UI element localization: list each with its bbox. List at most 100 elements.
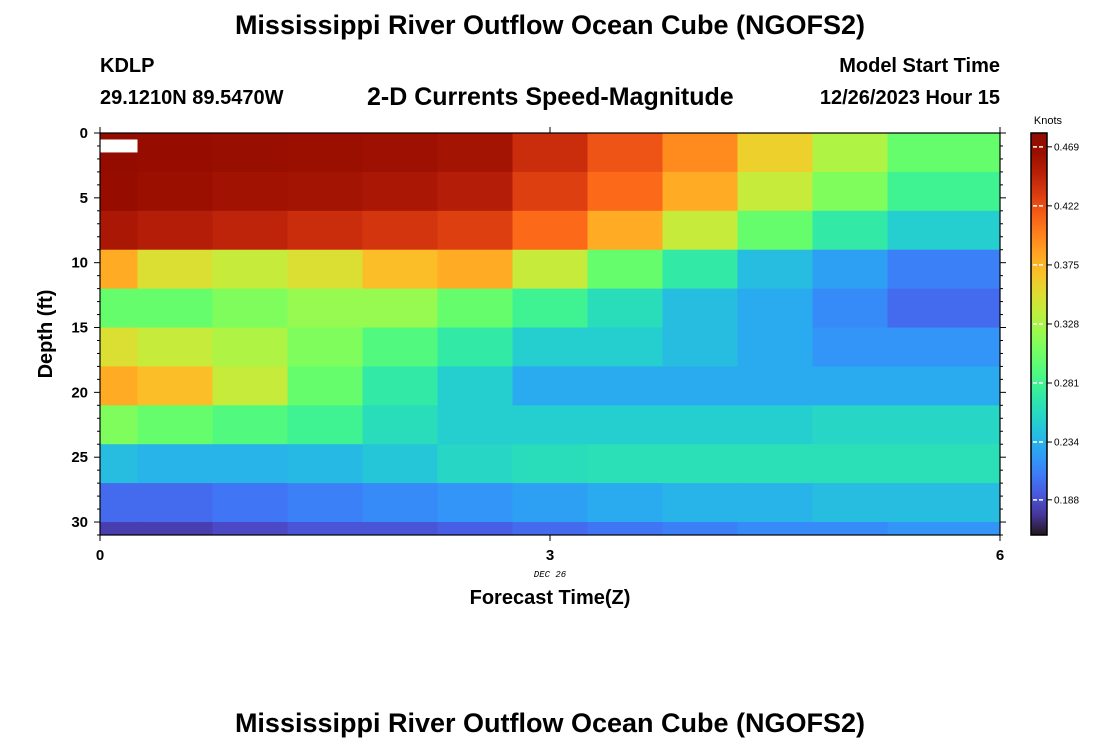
heatmap-cell [362, 483, 438, 523]
heatmap-cell [137, 210, 213, 251]
colorbar-tick-label: 0.422 [1054, 201, 1079, 212]
station-coordinates: 29.1210N 89.5470W [100, 87, 284, 109]
y-axis: 0 5 10 15 20 25 30 [71, 125, 1006, 536]
heatmap-cell [587, 366, 663, 406]
heatmap-cell [812, 249, 888, 290]
y-tick-label: 10 [71, 255, 88, 272]
heatmap-cell [212, 405, 288, 445]
heatmap-cell [287, 522, 363, 535]
heatmap-cell [362, 405, 438, 445]
heatmap-cell [362, 133, 438, 173]
x-axis: 0 3 6 [96, 127, 1004, 564]
heatmap-cell [737, 522, 813, 535]
heatmap-cell [887, 483, 1000, 523]
heatmap-cell [212, 288, 288, 329]
heatmap-cell [662, 327, 738, 367]
heatmap-cell [437, 327, 513, 367]
colorbar-unit-label: Knots [1034, 115, 1063, 127]
heatmap-cell [437, 522, 513, 535]
y-tick-label: 25 [71, 449, 88, 466]
heatmap-cell [137, 483, 213, 523]
heatmap-cell [662, 288, 738, 329]
heatmap-cell [137, 366, 213, 406]
heatmap-cell [587, 405, 663, 445]
heatmap-cell [812, 133, 888, 173]
heatmap-cell [737, 288, 813, 329]
heatmap-cell [287, 444, 363, 484]
y-tick-label: 20 [71, 384, 88, 401]
model-start-label: Model Start Time [839, 55, 1000, 77]
heatmap-cell [662, 249, 738, 290]
heatmap-cell [587, 483, 663, 523]
x-tick-label: 3 [546, 547, 554, 564]
heatmap-cell [512, 522, 588, 535]
heatmap-cell [100, 210, 138, 251]
heatmap-cell [287, 483, 363, 523]
heatmap-cell [887, 366, 1000, 406]
heatmap-cell [137, 171, 213, 212]
model-start-value: 12/26/2023 Hour 15 [819, 87, 1000, 109]
heatmap-cell [587, 171, 663, 212]
heatmap-cell [362, 171, 438, 212]
heatmap-cell [887, 522, 1000, 535]
heatmap-cell [100, 249, 138, 290]
heatmap-cell [512, 366, 588, 406]
heatmap-cell [887, 444, 1000, 484]
heatmap-cell [737, 444, 813, 484]
heatmap-cell [437, 405, 513, 445]
heatmap-cell [662, 210, 738, 251]
heatmap-cell [662, 444, 738, 484]
heatmap-cell [587, 133, 663, 173]
heatmap-cell [587, 444, 663, 484]
heatmap-cell [887, 327, 1000, 367]
heatmap-cell [137, 133, 213, 173]
heatmap-cell [512, 210, 588, 251]
missing-data-cell [100, 139, 138, 153]
heatmap-cell [287, 288, 363, 329]
heatmap-cell [287, 171, 363, 212]
heatmap-cell [512, 171, 588, 212]
heatmap-cell [662, 171, 738, 212]
heatmap-cell [287, 133, 363, 173]
heatmap-cell [887, 133, 1000, 173]
heatmap-cell [137, 327, 213, 367]
colorbar: Knots 0.469 0.422 0.375 0.328 0.281 0.234 0.18… [1030, 115, 1079, 536]
heatmap-cell [137, 249, 213, 290]
heatmap-cell [437, 288, 513, 329]
heatmap-cell [812, 405, 888, 445]
heatmap-cell [587, 327, 663, 367]
colorbar-tick-label: 0.469 [1054, 142, 1079, 153]
heatmap-cell [662, 522, 738, 535]
heatmap-cell [437, 171, 513, 212]
heatmap-cell [100, 133, 138, 173]
heatmap-cell [662, 483, 738, 523]
heatmap-cell [437, 210, 513, 251]
heatmap-cell [887, 171, 1000, 212]
heatmap-cell [512, 444, 588, 484]
heatmap-cell [812, 366, 888, 406]
heatmap-cell [362, 249, 438, 290]
heatmap-cell [587, 522, 663, 535]
heatmap-cell [137, 522, 213, 535]
y-tick-label: 0 [80, 125, 88, 142]
heatmap-cell [737, 171, 813, 212]
heatmap-cell [737, 249, 813, 290]
heatmap-cell [737, 210, 813, 251]
heatmap-cell [587, 210, 663, 251]
heatmap-cell [362, 327, 438, 367]
station-id: KDLP [100, 55, 155, 77]
heatmap-cell [137, 288, 213, 329]
y-axis-label: Depth (ft) [35, 290, 57, 379]
heatmap-cell [887, 405, 1000, 445]
heatmap-cell [100, 171, 138, 212]
heatmap-cells [100, 133, 1000, 535]
heatmap-cell [362, 366, 438, 406]
x-tick-label: 6 [996, 547, 1004, 564]
heatmap-cell [437, 249, 513, 290]
heatmap-cell [512, 327, 588, 367]
y-tick-label: 30 [71, 514, 88, 531]
heatmap-cell [662, 405, 738, 445]
heatmap-cell [512, 288, 588, 329]
heatmap-cell [812, 288, 888, 329]
heatmap-cell [437, 133, 513, 173]
